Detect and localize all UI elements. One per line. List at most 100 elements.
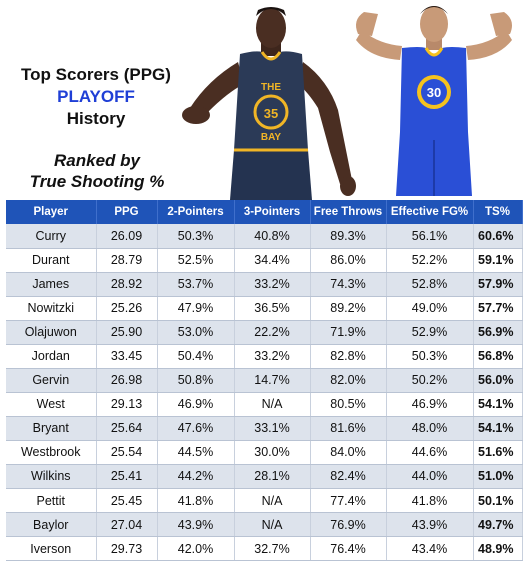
stat-cell: 52.9% bbox=[386, 320, 474, 345]
stat-cell: 40.8% bbox=[234, 224, 311, 249]
stat-cell: 82.0% bbox=[310, 368, 387, 393]
stat-cell: N/A bbox=[234, 392, 311, 417]
stat-cell: 27.04 bbox=[96, 512, 158, 538]
stat-cell: 89.2% bbox=[310, 296, 387, 321]
stat-cell: 76.4% bbox=[310, 536, 387, 561]
table-row: James 28.92 53.7% 33.2% 74.3% 52.8% 57.9% bbox=[6, 272, 523, 297]
stat-cell: 28.92 bbox=[96, 272, 158, 297]
stat-cell: 82.4% bbox=[310, 464, 387, 490]
title-line-2: PLAYOFF bbox=[57, 87, 135, 106]
stat-cell: 80.5% bbox=[310, 392, 387, 417]
ts-percent-cell: 50.1% bbox=[473, 488, 523, 514]
stat-cell: 50.3% bbox=[157, 224, 235, 249]
stat-cell: 25.90 bbox=[96, 320, 158, 345]
stat-cell: 25.41 bbox=[96, 464, 158, 490]
ts-percent-cell: 54.1% bbox=[473, 392, 523, 417]
ts-percent-cell: 56.8% bbox=[473, 344, 523, 369]
stat-cell: 33.1% bbox=[234, 416, 311, 441]
jersey-left-text-top: THE bbox=[261, 82, 281, 93]
subtitle-block: Ranked by True Shooting % bbox=[8, 150, 186, 192]
stat-cell: 77.4% bbox=[310, 488, 387, 514]
stat-cell: 33.2% bbox=[234, 272, 311, 297]
column-header: TS% bbox=[473, 200, 523, 224]
table-row: Iverson 29.73 42.0% 32.7% 76.4% 43.4% 48.9% bbox=[6, 536, 523, 561]
stat-cell: 28.1% bbox=[234, 464, 311, 490]
player-name-cell: Curry bbox=[6, 224, 97, 249]
player-name-cell: Nowitzki bbox=[6, 296, 97, 321]
stat-cell: 14.7% bbox=[234, 368, 311, 393]
stat-cell: 44.0% bbox=[386, 464, 474, 490]
stats-table: Player PPG 2-Pointers 3-Pointers Free Throws… bbox=[6, 200, 523, 561]
table-row: Wilkins 25.41 44.2% 28.1% 82.4% 44.0% 51.0% bbox=[6, 464, 523, 490]
column-header: Effective FG% bbox=[386, 200, 474, 224]
stat-cell: 36.5% bbox=[234, 296, 311, 321]
subtitle-line-2: True Shooting % bbox=[29, 172, 165, 191]
column-header: Player bbox=[6, 200, 97, 224]
stat-cell: 41.8% bbox=[157, 488, 235, 514]
table-row: Westbrook 25.54 44.5% 30.0% 84.0% 44.6% 51.6% bbox=[6, 440, 523, 465]
player-name-cell: Pettit bbox=[6, 488, 97, 514]
table-row: Curry 26.09 50.3% 40.8% 89.3% 56.1% 60.6% bbox=[6, 224, 523, 249]
title-line-3: History bbox=[66, 109, 126, 128]
table-header-row: Player PPG 2-Pointers 3-Pointers Free Throws… bbox=[6, 200, 523, 224]
table-row: Durant 28.79 52.5% 34.4% 86.0% 52.2% 59.1% bbox=[6, 248, 523, 273]
ts-percent-cell: 48.9% bbox=[473, 536, 523, 561]
ts-percent-cell: 51.0% bbox=[473, 464, 523, 490]
table-row: Baylor 27.04 43.9% N/A 76.9% 43.9% 49.7% bbox=[6, 512, 523, 538]
stat-cell: 29.73 bbox=[96, 536, 158, 561]
table-row: Gervin 26.98 50.8% 14.7% 82.0% 50.2% 56.0% bbox=[6, 368, 523, 393]
stat-cell: 44.6% bbox=[386, 440, 474, 465]
stat-cell: 22.2% bbox=[234, 320, 311, 345]
stat-cell: 42.0% bbox=[157, 536, 235, 561]
stat-cell: 43.9% bbox=[386, 512, 474, 538]
stat-cell: 26.98 bbox=[96, 368, 158, 393]
stat-cell: 76.9% bbox=[310, 512, 387, 538]
player-name-cell: Wilkins bbox=[6, 464, 97, 490]
header: Top Scorers (PPG) PLAYOFF History Ranked… bbox=[0, 0, 525, 200]
column-header: 2-Pointers bbox=[157, 200, 235, 224]
stat-cell: 84.0% bbox=[310, 440, 387, 465]
player-name-cell: Durant bbox=[6, 248, 97, 273]
table-body: Curry 26.09 50.3% 40.8% 89.3% 56.1% 60.6% Duran… bbox=[6, 224, 523, 561]
stat-cell: 49.0% bbox=[386, 296, 474, 321]
stat-cell: 46.9% bbox=[386, 392, 474, 417]
player-photo-left: THE 35 BAY bbox=[182, 7, 356, 200]
table-row: Jordan 33.45 50.4% 33.2% 82.8% 50.3% 56.8% bbox=[6, 344, 523, 369]
stat-cell: 33.2% bbox=[234, 344, 311, 369]
stat-cell: 25.45 bbox=[96, 488, 158, 514]
ts-percent-cell: 57.7% bbox=[473, 296, 523, 321]
stat-cell: 50.8% bbox=[157, 368, 235, 393]
stat-cell: 52.8% bbox=[386, 272, 474, 297]
stat-cell: N/A bbox=[234, 488, 311, 514]
stat-cell: 25.64 bbox=[96, 416, 158, 441]
ts-percent-cell: 51.6% bbox=[473, 440, 523, 465]
stat-cell: 33.45 bbox=[96, 344, 158, 369]
player-name-cell: West bbox=[6, 392, 97, 417]
player-name-cell: Bryant bbox=[6, 416, 97, 441]
stat-cell: 86.0% bbox=[310, 248, 387, 273]
stat-cell: 82.8% bbox=[310, 344, 387, 369]
ts-percent-cell: 56.0% bbox=[473, 368, 523, 393]
ts-percent-cell: 49.7% bbox=[473, 512, 523, 538]
stat-cell: 81.6% bbox=[310, 416, 387, 441]
stat-cell: 44.5% bbox=[157, 440, 235, 465]
player-name-cell: James bbox=[6, 272, 97, 297]
table-row: Bryant 25.64 47.6% 33.1% 81.6% 48.0% 54.1% bbox=[6, 416, 523, 441]
stat-cell: 46.9% bbox=[157, 392, 235, 417]
stat-cell: 41.8% bbox=[386, 488, 474, 514]
stat-cell: 34.4% bbox=[234, 248, 311, 273]
stat-cell: 52.5% bbox=[157, 248, 235, 273]
stat-cell: 28.79 bbox=[96, 248, 158, 273]
jersey-left-text-bottom: BAY bbox=[261, 132, 282, 143]
player-name-cell: Gervin bbox=[6, 368, 97, 393]
stat-cell: 89.3% bbox=[310, 224, 387, 249]
jersey-right-number: 30 bbox=[427, 85, 441, 100]
stat-cell: 50.3% bbox=[386, 344, 474, 369]
column-header: Free Throws bbox=[310, 200, 387, 224]
title-block: Top Scorers (PPG) PLAYOFF History bbox=[6, 64, 186, 130]
stat-cell: 47.6% bbox=[157, 416, 235, 441]
stat-cell: 56.1% bbox=[386, 224, 474, 249]
stat-cell: 47.9% bbox=[157, 296, 235, 321]
jersey-left-number: 35 bbox=[264, 106, 278, 121]
stat-cell: 32.7% bbox=[234, 536, 311, 561]
